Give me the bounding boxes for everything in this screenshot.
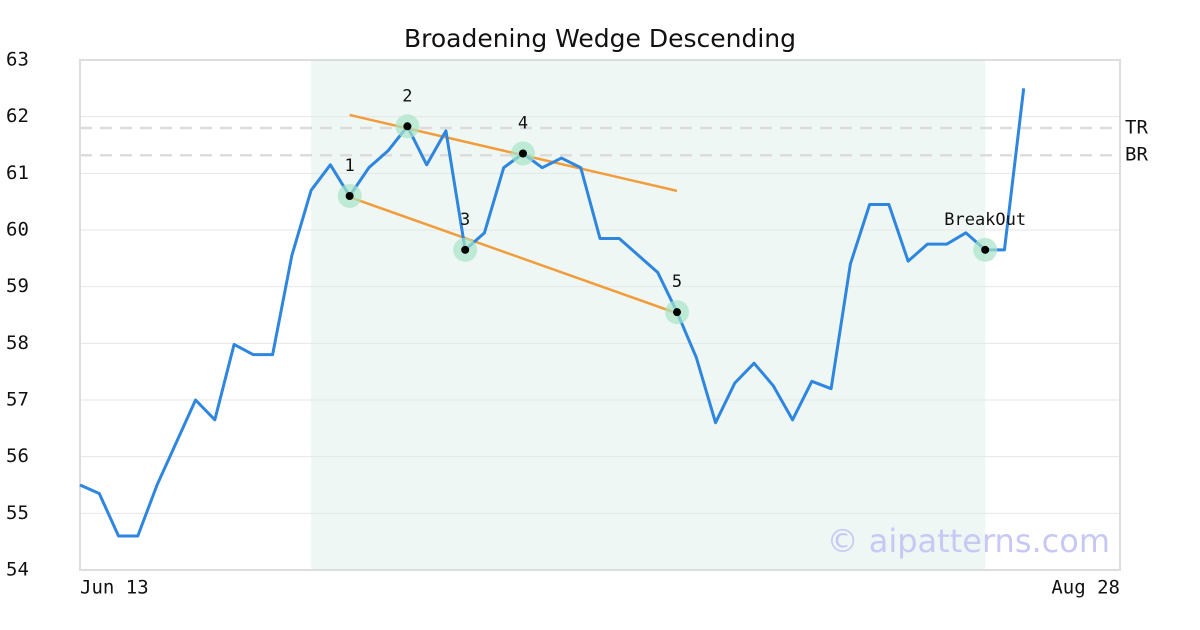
point-dot xyxy=(403,122,412,131)
point-dot xyxy=(673,308,682,317)
y-tick-label: 56 xyxy=(6,445,29,467)
y-tick-label: 59 xyxy=(6,275,29,297)
point-dot xyxy=(981,245,990,254)
chart-title: Broadening Wedge Descending xyxy=(404,24,796,53)
y-tick-label: 62 xyxy=(6,105,29,127)
price-line xyxy=(79,88,1026,538)
plot-frame xyxy=(79,59,1121,571)
point-dot xyxy=(345,192,354,200)
pattern-region xyxy=(311,60,986,570)
level-label: BR xyxy=(1125,144,1148,166)
watermark: © aipatterns.com xyxy=(827,522,1110,560)
point-label: BreakOut xyxy=(944,210,1026,230)
point-label: 2 xyxy=(402,86,412,106)
y-tick-label: 57 xyxy=(6,389,29,411)
y-tick-label: 54 xyxy=(6,559,29,581)
trend-line xyxy=(349,195,678,315)
level-label: TR xyxy=(1125,117,1148,139)
y-tick-label: 55 xyxy=(6,502,29,524)
point-label: 4 xyxy=(518,114,528,134)
point-label: 3 xyxy=(460,210,470,230)
y-tick-label: 60 xyxy=(6,219,29,241)
point-dot xyxy=(518,149,527,158)
y-tick-label: 58 xyxy=(6,332,29,354)
y-tick-label: 63 xyxy=(6,49,29,71)
point-label: 1 xyxy=(345,156,355,176)
x-tick-label: Aug 28 xyxy=(1051,577,1120,599)
y-tick-label: 61 xyxy=(6,162,29,184)
x-tick-label: Jun 13 xyxy=(80,577,149,599)
point-label: 5 xyxy=(672,272,682,292)
point-dot xyxy=(461,245,470,254)
